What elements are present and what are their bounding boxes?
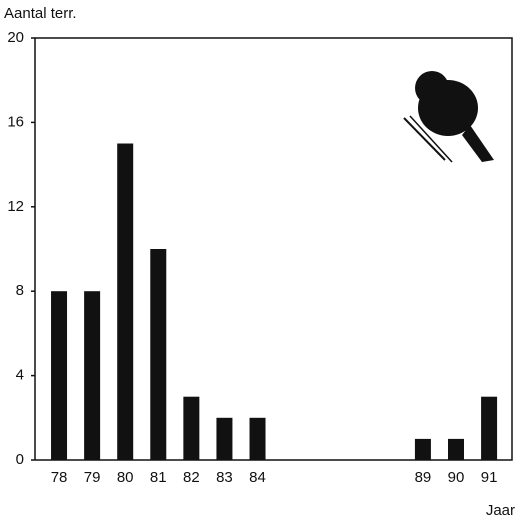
x-tick-label: 82 <box>183 469 200 486</box>
x-tick-label: 80 <box>117 469 134 486</box>
bar <box>150 249 166 460</box>
bar <box>448 439 464 460</box>
bar <box>51 291 67 460</box>
x-tick-label: 91 <box>481 469 498 486</box>
bird-icon <box>404 71 494 162</box>
chart: Aantal terr. Jaar 0 4 8 12 16 20 78 79 80 81 82 83 8… <box>0 0 516 523</box>
x-axis-label: Jaar <box>486 502 515 519</box>
bar <box>250 418 266 460</box>
y-tick-label: 12 <box>7 198 24 215</box>
y-axis-label: Aantal terr. <box>4 5 77 22</box>
x-tick-label: 84 <box>249 469 266 486</box>
x-tick-label: 79 <box>84 469 101 486</box>
x-tick-label: 89 <box>415 469 432 486</box>
x-tick-label: 83 <box>216 469 233 486</box>
y-tick-label: 20 <box>7 29 24 46</box>
y-tick-label: 0 <box>16 451 24 468</box>
bar <box>481 397 497 460</box>
x-tick-label: 78 <box>51 469 68 486</box>
y-tick-label: 4 <box>16 367 24 384</box>
x-tick-label: 90 <box>448 469 465 486</box>
bar <box>183 397 199 460</box>
bar <box>216 418 232 460</box>
y-tick-label: 16 <box>7 113 24 130</box>
y-tick-label: 8 <box>16 282 24 299</box>
x-tick-label: 81 <box>150 469 167 486</box>
bar <box>84 291 100 460</box>
bar <box>415 439 431 460</box>
bar <box>117 144 133 461</box>
